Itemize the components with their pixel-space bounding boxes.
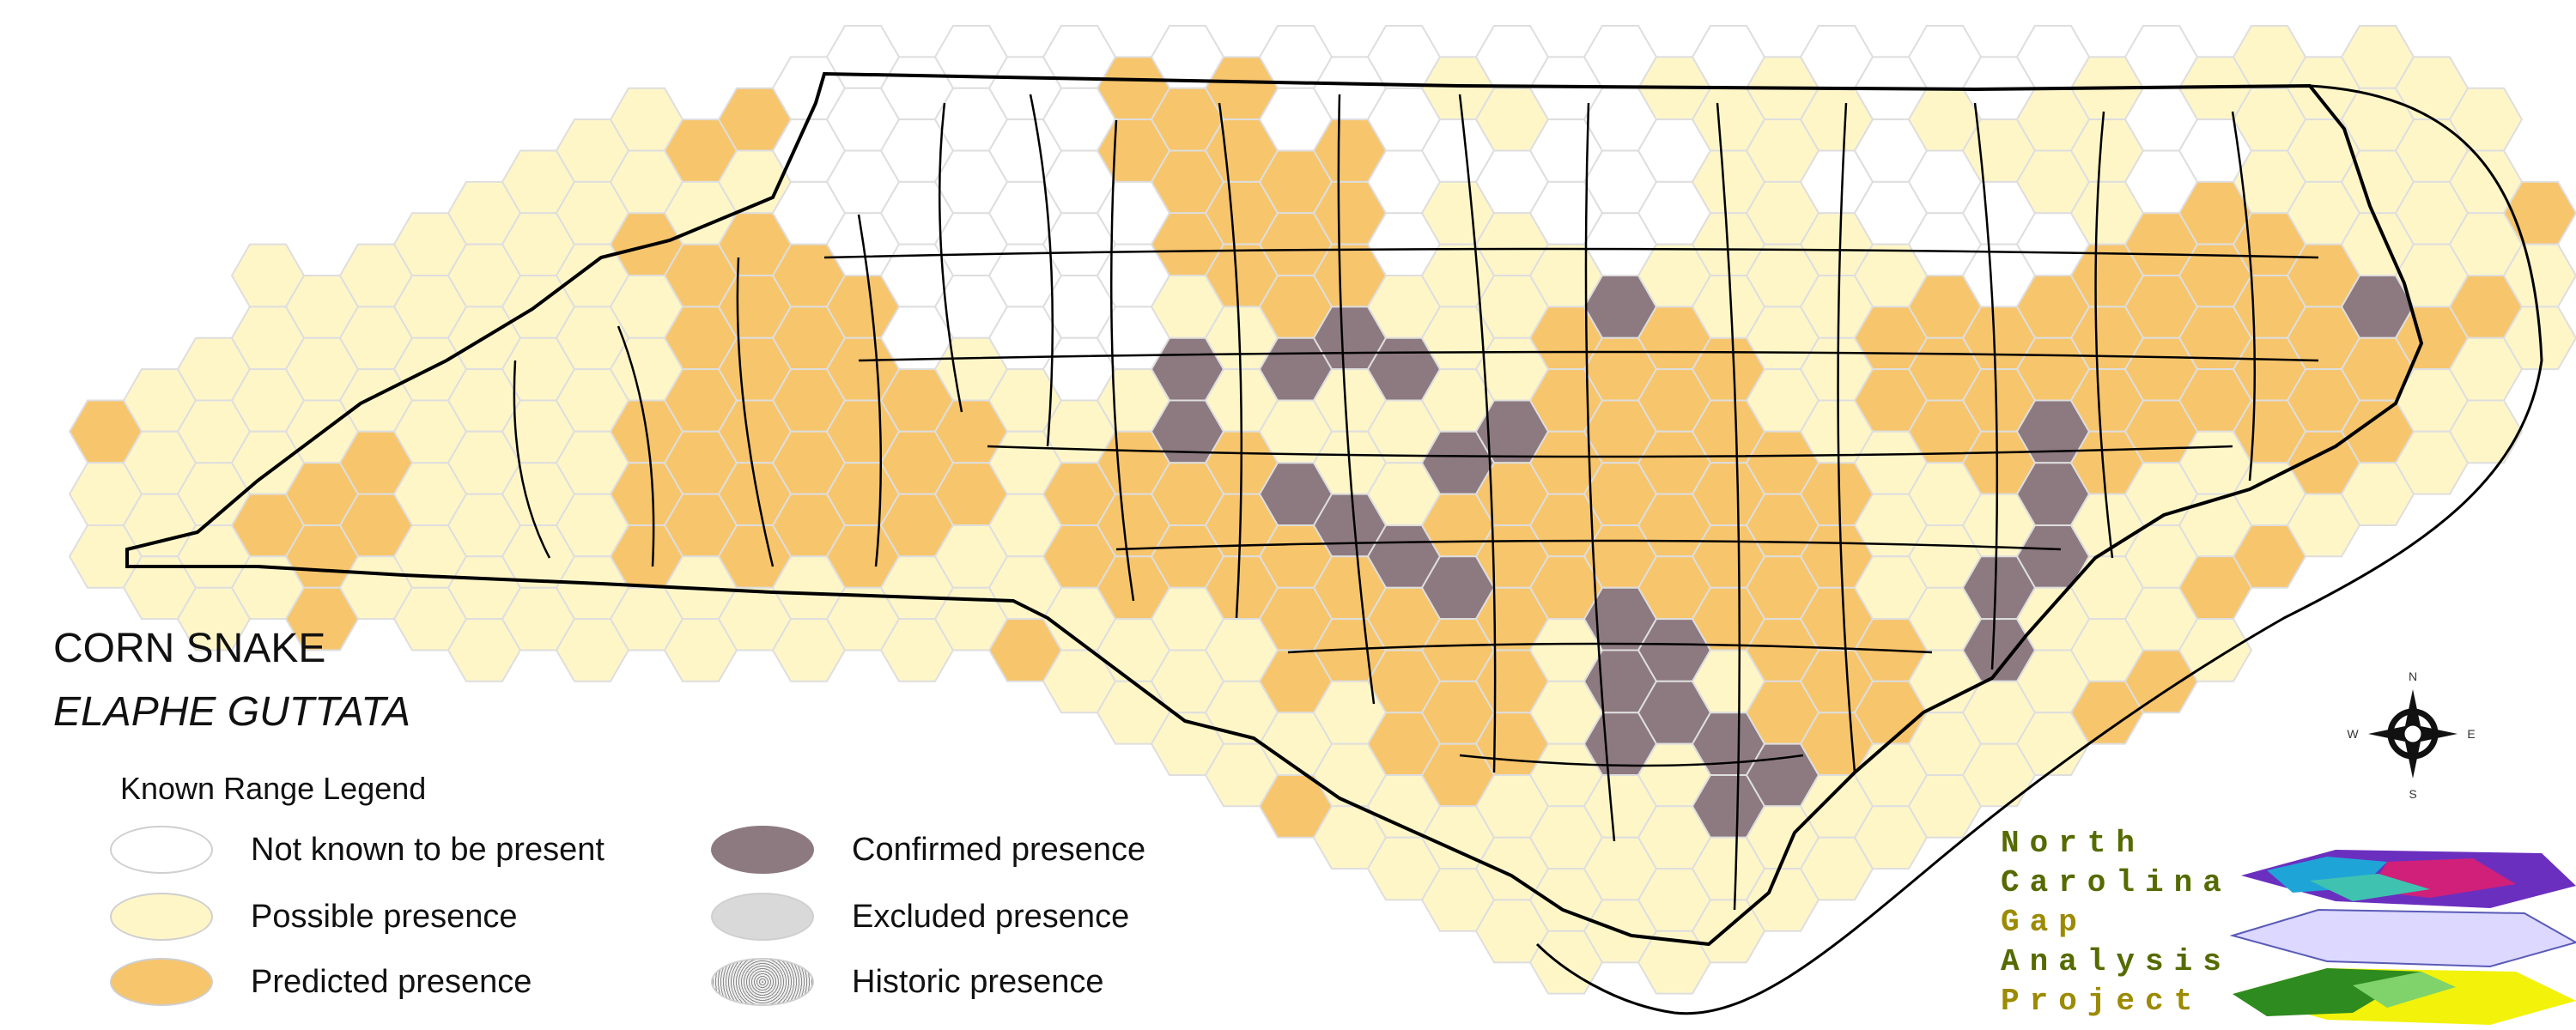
county-line <box>1287 642 1933 654</box>
map-subtitle: ELAPHE GUTTATA <box>53 689 411 735</box>
county-line <box>2231 111 2257 482</box>
logo-line-project: Project <box>2001 984 2203 1019</box>
state-outline <box>125 71 2424 947</box>
county-line <box>1458 94 1497 773</box>
county-line <box>513 360 551 559</box>
compass-n-label: N <box>2409 670 2417 683</box>
legend-label: Historic presence <box>852 963 1104 1000</box>
county-line <box>736 257 775 567</box>
county-line <box>1459 754 1804 767</box>
legend-label: Not known to be present <box>251 831 605 868</box>
county-line <box>938 102 963 413</box>
compass-rose-icon: N S E W <box>2347 670 2475 801</box>
map-title: CORN SNAKE <box>53 626 326 671</box>
legend-item-confirmed: Confirmed presence <box>711 826 1145 874</box>
legend-item-historic: Historic presence <box>711 958 1104 1006</box>
coastal-buffer-line <box>1535 84 2543 1015</box>
hex-cell <box>2178 618 2253 682</box>
legend-label: Confirmed presence <box>852 831 1146 868</box>
county-line <box>823 247 2319 259</box>
legend-swatch-predicted <box>110 958 213 1006</box>
county-line <box>1837 102 1856 773</box>
hex-cell <box>2448 399 2524 464</box>
legend-label: Predicted presence <box>251 963 532 1000</box>
legend-label: Possible presence <box>251 898 518 935</box>
county-line <box>1109 119 1135 602</box>
legend-title: Known Range Legend <box>120 771 427 806</box>
logo-line-carolina: Carolina <box>2001 865 2232 900</box>
county-line <box>1973 102 1999 670</box>
compass-s-label: S <box>2409 787 2416 801</box>
legend-swatch-possible <box>110 893 213 941</box>
state-boundary <box>125 71 2543 1015</box>
legend-swatch-excluded <box>711 893 814 941</box>
county-line <box>857 214 883 567</box>
legend-swatch-confirmed <box>711 826 814 874</box>
hex-grid <box>68 25 2576 995</box>
legend-item-possible: Possible presence <box>110 893 518 941</box>
compass-e-label: E <box>2467 727 2475 741</box>
legend-item-excluded: Excluded presence <box>711 893 1129 941</box>
logo-line-gap: Gap <box>2001 905 2087 940</box>
legend-item-not-known: Not known to be present <box>110 826 605 874</box>
county-line <box>1337 94 1376 705</box>
county-line <box>1584 102 1616 842</box>
ncgap-logo-graphic <box>2229 850 2576 1025</box>
county-line <box>617 325 655 567</box>
logo-line-north: North <box>2001 826 2146 861</box>
legend-item-predicted: Predicted presence <box>110 958 532 1006</box>
legend-swatch-historic <box>711 958 814 1006</box>
compass-w-label: W <box>2347 727 2359 741</box>
ncgap-logo-text: North Carolina Gap Analysis Project <box>2001 824 2232 1021</box>
county-line <box>858 350 2319 362</box>
county-line <box>1716 102 1741 911</box>
logo-line-analysis: Analysis <box>2001 944 2232 979</box>
legend-swatch-not-known <box>110 826 213 874</box>
county-boundaries <box>513 94 2319 911</box>
county-line <box>1115 539 2062 551</box>
county-line <box>1218 102 1243 619</box>
county-line <box>987 445 2233 458</box>
county-line <box>1029 94 1054 447</box>
legend-label: Excluded presence <box>852 898 1130 935</box>
county-line <box>2094 111 2114 559</box>
